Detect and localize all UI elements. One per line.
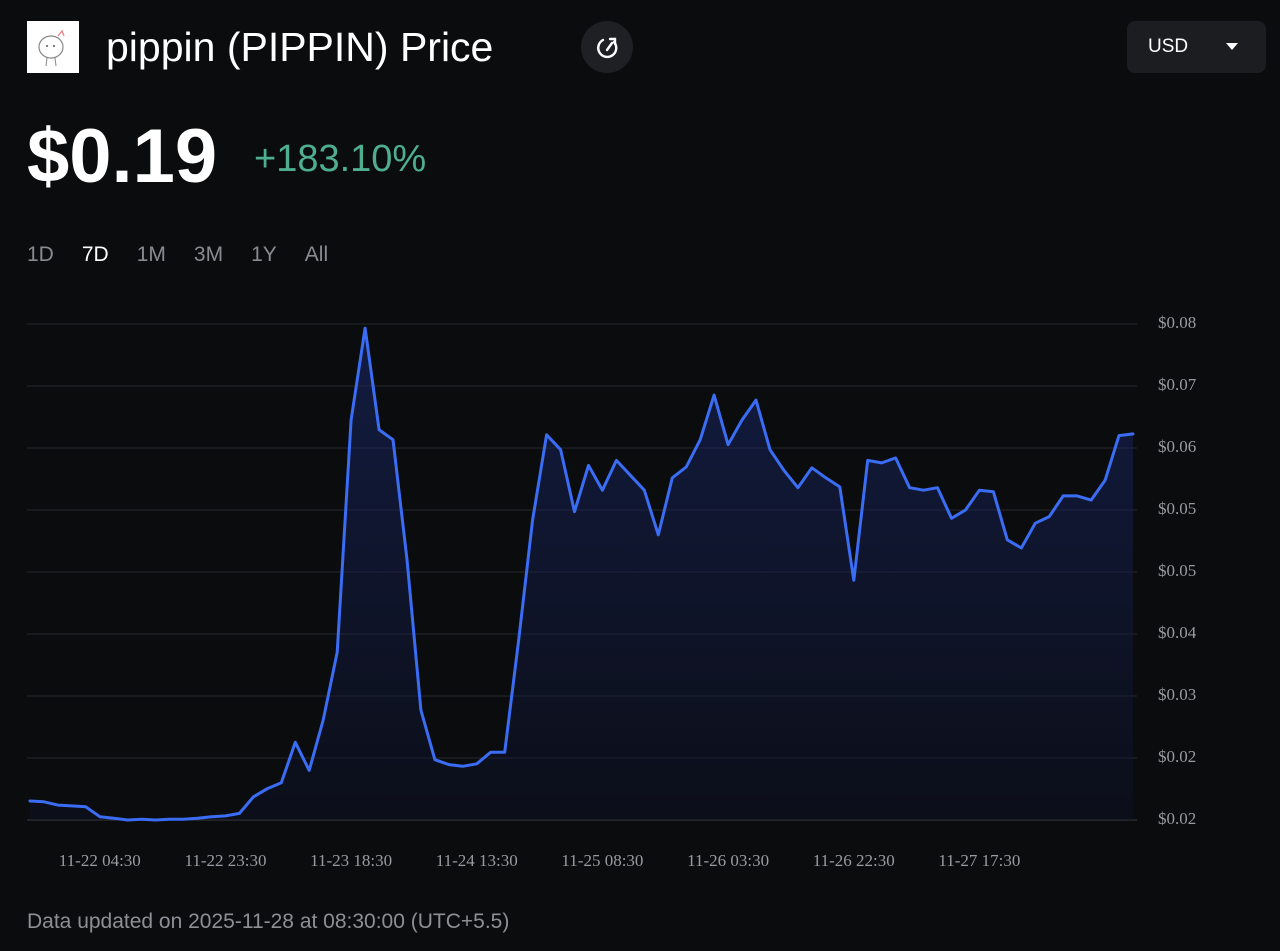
- update-note: Data updated on 2025-11-28 at 08:30:00 (…: [27, 910, 510, 933]
- y-tick-label: $0.08: [1158, 313, 1196, 332]
- y-tick-label: $0.05: [1158, 561, 1196, 580]
- y-tick-label: $0.04: [1158, 623, 1197, 642]
- x-tick-label: 11-26 22:30: [813, 851, 895, 870]
- current-price: $0.19: [27, 114, 218, 199]
- currency-select[interactable]: USD: [1127, 21, 1266, 73]
- x-tick-label: 11-27 17:30: [938, 851, 1020, 870]
- price-line: [28, 326, 1135, 822]
- range-option[interactable]: 7D: [81, 243, 109, 266]
- area-fill: [30, 328, 1133, 820]
- x-tick-label: 11-22 04:30: [59, 851, 141, 870]
- refresh-icon: [597, 37, 618, 59]
- range-option[interactable]: 1M: [136, 243, 166, 266]
- currency-label: USD: [1148, 36, 1189, 57]
- logo-art: [38, 29, 65, 67]
- price-change: +183.10%: [254, 138, 427, 180]
- x-tick-label: 11-23 18:30: [310, 851, 392, 870]
- range-option[interactable]: 1D: [27, 243, 54, 266]
- x-tick-label: 11-24 13:30: [436, 851, 518, 870]
- x-tick-label: 11-25 08:30: [561, 851, 643, 870]
- range-selector: 1D 7D 1M 3M 1Y All: [27, 243, 356, 267]
- y-tick-label: $0.03: [1158, 685, 1196, 704]
- y-tick-label: $0.05: [1158, 499, 1196, 518]
- range-option[interactable]: All: [304, 243, 329, 266]
- dropdown-arrow: [1226, 43, 1238, 50]
- x-tick-label: 11-22 23:30: [184, 851, 266, 870]
- chart: $0.02 $0.02 $0.03 $0.04 $0.05 $0.05 $0.06 $0.07…: [27, 313, 1197, 870]
- page-title: pippin (PIPPIN) Price: [106, 24, 494, 70]
- y-tick-label: $0.02: [1158, 809, 1196, 828]
- refresh-button[interactable]: [581, 21, 633, 73]
- range-option[interactable]: 1Y: [251, 243, 277, 266]
- range-option[interactable]: 3M: [193, 243, 224, 266]
- coin-logo: [27, 21, 79, 73]
- y-tick-label: $0.07: [1158, 375, 1197, 394]
- y-tick-label: $0.06: [1158, 437, 1196, 456]
- x-tick-label: 11-26 03:30: [687, 851, 769, 870]
- y-tick-label: $0.02: [1158, 747, 1196, 766]
